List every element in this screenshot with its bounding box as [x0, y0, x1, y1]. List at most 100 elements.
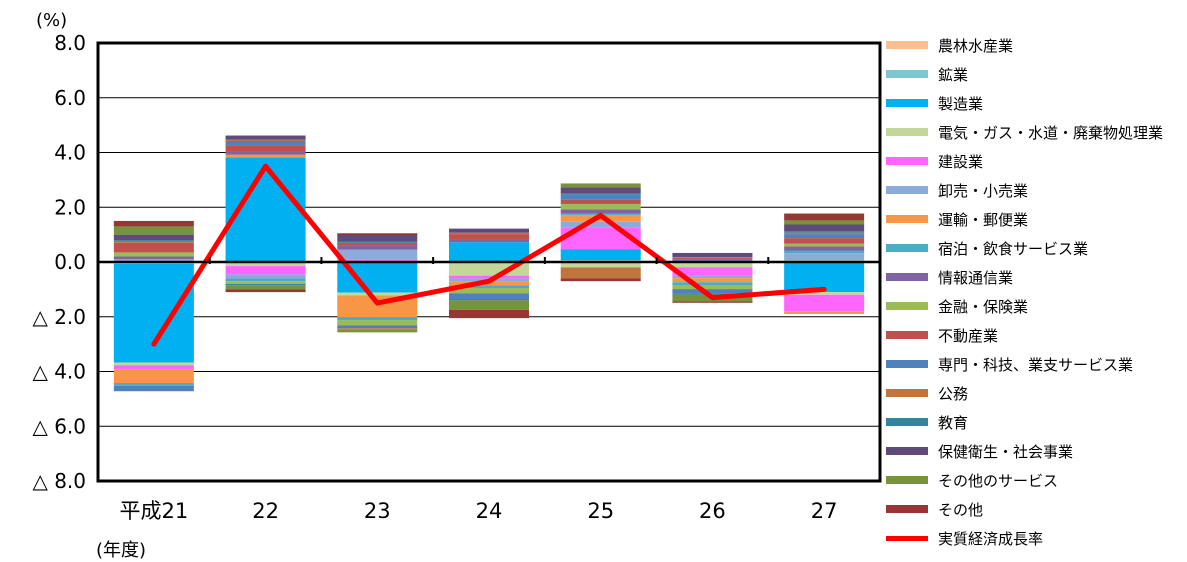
- bar-segment: [113, 240, 194, 242]
- legend-item: 不動産業: [886, 324, 998, 346]
- legend-label: 鉱業: [938, 65, 969, 84]
- bar-segment: [560, 193, 641, 195]
- bar-segment: [225, 289, 306, 293]
- legend-item: 専門・科技、業支サービス業: [886, 353, 1133, 375]
- bar-segment: [672, 282, 753, 285]
- legend-swatch: [886, 535, 928, 541]
- bar-segment: [337, 320, 418, 326]
- legend-swatch: [886, 331, 928, 339]
- bar-segment: [225, 145, 306, 152]
- legend-item: 運輸・郵便業: [886, 208, 1028, 230]
- bar-segment: [225, 281, 306, 284]
- bar-segment: [784, 243, 865, 247]
- bar-segment: [784, 234, 865, 239]
- legend-swatch: [886, 186, 928, 194]
- legend-label: 製造業: [938, 94, 984, 113]
- bar-segment: [672, 259, 753, 261]
- legend-item: 建設業: [886, 150, 983, 172]
- x-tick-label: 23: [364, 499, 391, 523]
- legend-item: 金融・保険業: [886, 295, 1028, 317]
- x-tick-label: 27: [811, 499, 838, 523]
- legend-label: 運輸・郵便業: [938, 210, 1029, 229]
- legend-swatch: [886, 41, 928, 49]
- legend-label: その他のサービス: [938, 471, 1059, 490]
- bar-segment: [113, 256, 194, 260]
- bar-segment: [560, 199, 641, 204]
- bar-segment: [225, 135, 306, 140]
- bar-segment: [337, 259, 418, 261]
- bar-segment: [113, 382, 194, 386]
- bar-segment: [113, 365, 194, 370]
- bar-segment: [113, 252, 194, 257]
- bar-segment: [784, 250, 865, 254]
- bar-segment: [560, 262, 641, 268]
- bar-segment: [449, 228, 529, 233]
- bar-segment: [672, 289, 753, 294]
- y-tick-labels: 8.0 6.0 4.0 2.0 0.0 △ 2.0 △ 4.0 △ 6.0 △ 8.0: [32, 31, 86, 493]
- bar-segment: [113, 226, 194, 235]
- legend-label: 保健衛生・社会事業: [938, 442, 1074, 461]
- y-tick-label: 0.0: [54, 250, 86, 274]
- legend-swatch: [886, 505, 928, 513]
- bar-segment: [337, 328, 418, 330]
- bar-segment: [449, 232, 529, 235]
- legend-label: 電気・ガス・水道・廃棄物処理業: [938, 123, 1164, 142]
- bar-segment: [225, 139, 306, 142]
- bar-segment: [225, 141, 306, 146]
- bar-segment: [225, 154, 306, 158]
- bar-segment: [113, 385, 194, 392]
- x-tick-labels: 平成21 22 23 24 25 26 27: [119, 499, 837, 523]
- legend-item: 電気・ガス・水道・廃棄物処理業: [886, 121, 1163, 143]
- x-tick-label: 24: [476, 499, 503, 523]
- bar-segment: [337, 249, 418, 260]
- bar-segment: [784, 253, 865, 261]
- bar-segment: [225, 278, 306, 282]
- legend-swatch: [886, 70, 928, 78]
- legend-swatch: [886, 418, 928, 426]
- legend-item: 公務: [886, 382, 968, 404]
- bar-segment: [449, 288, 529, 294]
- bar-segment: [449, 275, 529, 279]
- bar-segment: [784, 224, 865, 232]
- growth-rate-line: [151, 163, 827, 347]
- legend-label: 建設業: [938, 152, 984, 171]
- bar-segment: [449, 234, 529, 240]
- bar-segment: [449, 285, 529, 289]
- legend-item: 製造業: [886, 92, 983, 114]
- bar-segment: [449, 293, 529, 299]
- legend-item: 鉱業: [886, 63, 968, 85]
- legend-swatch: [886, 476, 928, 484]
- bar-segment: [113, 263, 194, 363]
- bar-segment: [113, 241, 194, 243]
- bar-segment: [784, 238, 865, 244]
- x-tick-label: 22: [252, 499, 279, 523]
- bar-segment: [449, 242, 529, 262]
- legend-swatch: [886, 360, 928, 368]
- bar-segment: [560, 278, 641, 282]
- y-tick-label: 4.0: [54, 141, 86, 165]
- bar-segment: [337, 233, 418, 236]
- legend-swatch: [886, 273, 928, 281]
- y-unit-label: (%): [36, 10, 68, 31]
- bar-segment: [560, 194, 641, 200]
- bar-segment: [784, 260, 865, 261]
- y-tick-label: △ 2.0: [32, 305, 86, 329]
- bar-segment: [113, 220, 194, 227]
- bar-segment: [672, 301, 753, 303]
- bar-segment: [337, 235, 418, 242]
- bar-segment: [560, 249, 641, 261]
- bar-segment: [113, 369, 194, 383]
- bar-segment: [225, 263, 306, 267]
- bar-segment: [784, 294, 865, 312]
- legend-label: 公務: [938, 384, 969, 403]
- bar-segment: [113, 259, 194, 262]
- bar-segment: [225, 274, 306, 279]
- legend-swatch: [886, 157, 928, 165]
- bar-segment: [225, 151, 306, 155]
- bar-segment: [225, 266, 306, 275]
- legend-item: その他のサービス: [886, 469, 1058, 491]
- bar-segment: [784, 213, 865, 221]
- axes: [96, 41, 882, 483]
- bar-segment: [672, 252, 753, 258]
- bar-segment: [672, 267, 753, 276]
